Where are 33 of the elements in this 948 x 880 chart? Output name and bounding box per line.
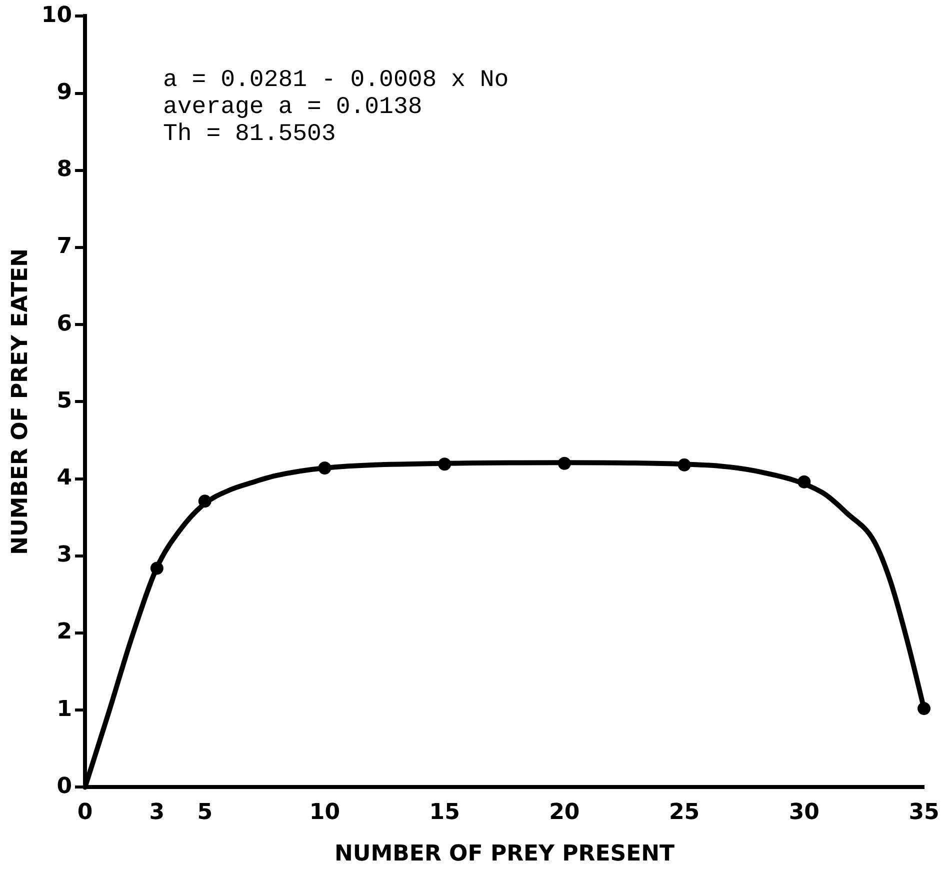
point (318, 462, 332, 475)
point (918, 702, 930, 716)
point (678, 458, 691, 472)
x-tick-label: 25 (668, 800, 700, 826)
x-tick-label: 10 (309, 800, 340, 826)
x-tick-label: 5 (197, 800, 213, 826)
x-tick-label: 15 (429, 800, 460, 826)
point (438, 458, 452, 471)
x-tick-label: 35 (908, 800, 940, 826)
annotation: Th = 81.5503 (163, 121, 336, 148)
x-tick-label: 0 (77, 800, 93, 826)
x-tick-label: 30 (788, 800, 820, 826)
y-tick-label: 1 (56, 696, 72, 722)
annotation: average a = 0.0138 (163, 94, 422, 121)
y-tick-label: 4 (56, 466, 72, 491)
y-tick-label: 2 (56, 620, 72, 645)
y-tick-label: 0 (56, 774, 72, 799)
annotation: a = 0.0281 - 0.0008 x No (163, 67, 509, 94)
y-tick-label: 7 (56, 234, 72, 260)
y-tick-label: 9 (56, 80, 72, 106)
x-tick-label: 3 (149, 800, 165, 826)
x-tick-label: 20 (549, 800, 580, 826)
point (198, 494, 212, 508)
y-tick-label: 10 (41, 2, 72, 28)
point (798, 475, 811, 488)
y-tick-label: 5 (56, 388, 72, 414)
y-tick-label: 8 (56, 157, 72, 182)
y-tick-label: 3 (56, 542, 72, 568)
y-tick-label: 6 (56, 311, 72, 336)
y-axis-title: NUMBER OF PREY EATEN (8, 248, 33, 555)
point (558, 456, 571, 470)
point (150, 562, 164, 575)
x-axis-title: NUMBER OF PREY PRESENT (334, 842, 675, 867)
